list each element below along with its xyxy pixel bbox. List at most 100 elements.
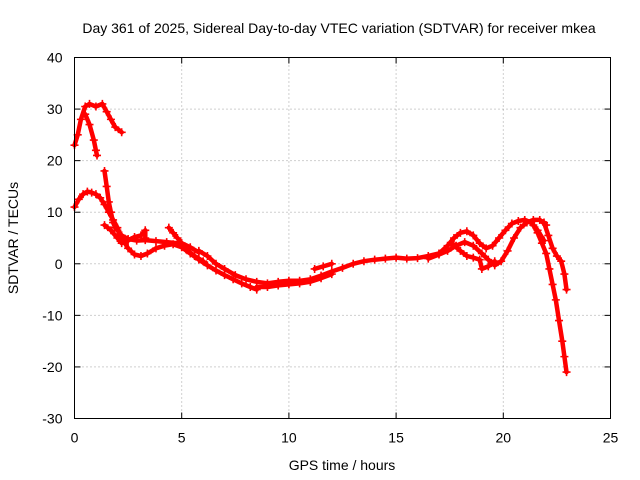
data-point-marker — [310, 264, 319, 273]
data-point-marker — [537, 239, 546, 248]
data-point-marker — [93, 151, 102, 160]
data-point-marker — [327, 259, 336, 268]
y-tick-label: -20 — [42, 359, 62, 375]
data-point-marker — [349, 259, 358, 268]
data-point-marker — [220, 264, 229, 273]
data-point-marker — [484, 255, 493, 264]
y-tick-label: 10 — [47, 204, 63, 220]
data-point-marker — [141, 226, 150, 235]
data-point-marker — [130, 250, 139, 259]
x-tick-label: 10 — [281, 430, 297, 446]
x-tick-label: 15 — [388, 430, 404, 446]
x-tick-label: 25 — [603, 430, 619, 446]
data-point-marker — [295, 279, 304, 288]
y-axis-tick-labels: -30 -20 -10 0 10 20 30 40 — [42, 50, 62, 427]
data-point-marker — [164, 223, 173, 232]
data-point-marker — [177, 239, 186, 248]
plot-frame — [74, 57, 611, 419]
data-point-marker — [462, 252, 471, 261]
data-point-marker — [100, 221, 109, 230]
chart-title: Day 361 of 2025, Sidereal Day-to-day VTE… — [82, 20, 595, 36]
data-point-marker — [73, 130, 82, 139]
axis-ticks — [74, 57, 611, 419]
data-point-marker — [91, 102, 100, 111]
data-point-marker — [338, 263, 347, 272]
data-point-marker — [190, 252, 199, 261]
data-point-marker — [551, 295, 560, 304]
data-point-marker — [124, 244, 133, 253]
data-point-marker — [98, 99, 107, 108]
data-point-marker — [83, 187, 92, 196]
data-point-marker — [557, 257, 566, 266]
data-point-marker — [514, 216, 523, 225]
data-point-marker — [111, 123, 120, 132]
data-point-marker — [544, 231, 553, 240]
data-point-marker — [507, 219, 516, 228]
data-point-marker — [91, 146, 100, 155]
data-point-marker — [560, 270, 569, 279]
data-point-marker — [552, 252, 561, 261]
y-tick-label: 30 — [47, 101, 63, 117]
data-point-marker — [510, 234, 519, 242]
data-point-marker — [540, 218, 549, 227]
data-point-marker — [542, 249, 551, 258]
data-point-marker — [186, 243, 195, 252]
data-point-marker — [212, 259, 221, 268]
data-point-marker — [104, 197, 113, 206]
data-point-marker — [317, 274, 326, 283]
data-point-marker — [102, 182, 111, 191]
data-point-marker — [203, 252, 212, 261]
data-point-marker — [263, 282, 272, 291]
data-point-marker — [173, 234, 182, 242]
data-point-marker — [143, 249, 152, 258]
y-axis-label: SDTVAR / TECUs — [5, 182, 21, 294]
data-point-marker — [109, 218, 118, 227]
data-point-marker — [501, 226, 510, 235]
data-point-marker — [488, 241, 497, 250]
data-point-marker — [503, 246, 512, 255]
data-point-marker — [327, 270, 336, 279]
data-point-marker — [456, 246, 465, 255]
data-point-marker — [477, 249, 486, 258]
x-axis-label: GPS time / hours — [289, 457, 396, 473]
data-point-marker — [106, 208, 115, 217]
data-point-marker — [89, 136, 98, 145]
data-point-marker — [449, 234, 458, 242]
series-arc-7 — [194, 215, 549, 288]
data-point-marker — [469, 231, 478, 240]
data-point-marker — [443, 246, 452, 255]
data-point-marker — [151, 237, 160, 246]
data-point-marker — [545, 264, 554, 273]
data-point-marker — [475, 255, 484, 264]
x-tick-label: 5 — [178, 430, 186, 446]
data-point-marker — [535, 215, 544, 224]
data-point-marker — [212, 266, 221, 275]
data-point-marker — [81, 102, 90, 111]
series-arc-12 — [529, 221, 571, 377]
data-point-marker — [194, 246, 203, 255]
data-point-marker — [100, 166, 109, 175]
data-point-marker — [169, 228, 178, 237]
data-point-marker — [560, 352, 569, 361]
data-point-marker — [284, 280, 293, 289]
series-arc-2 — [81, 110, 102, 160]
data-point-marker — [229, 275, 238, 284]
x-axis-tick-labels: 0 5 10 15 20 25 — [71, 430, 619, 446]
data-point-marker — [162, 238, 171, 247]
data-point-marker — [85, 99, 94, 108]
data-point-marker — [130, 232, 139, 241]
data-point-marker — [117, 231, 126, 240]
data-point-marker — [136, 231, 145, 240]
y-tick-label: 0 — [55, 256, 63, 272]
series-line — [426, 217, 549, 268]
data-point-marker — [141, 234, 150, 242]
data-point-marker — [475, 239, 484, 248]
data-point-marker — [495, 234, 504, 242]
data-point-marker — [91, 190, 100, 199]
data-point-marker — [533, 228, 542, 237]
x-tick-label: 20 — [496, 430, 512, 446]
data-point-marker — [469, 253, 478, 262]
series-arc-11 — [447, 239, 499, 273]
data-point-marker — [392, 253, 401, 262]
data-point-marker — [558, 337, 567, 346]
